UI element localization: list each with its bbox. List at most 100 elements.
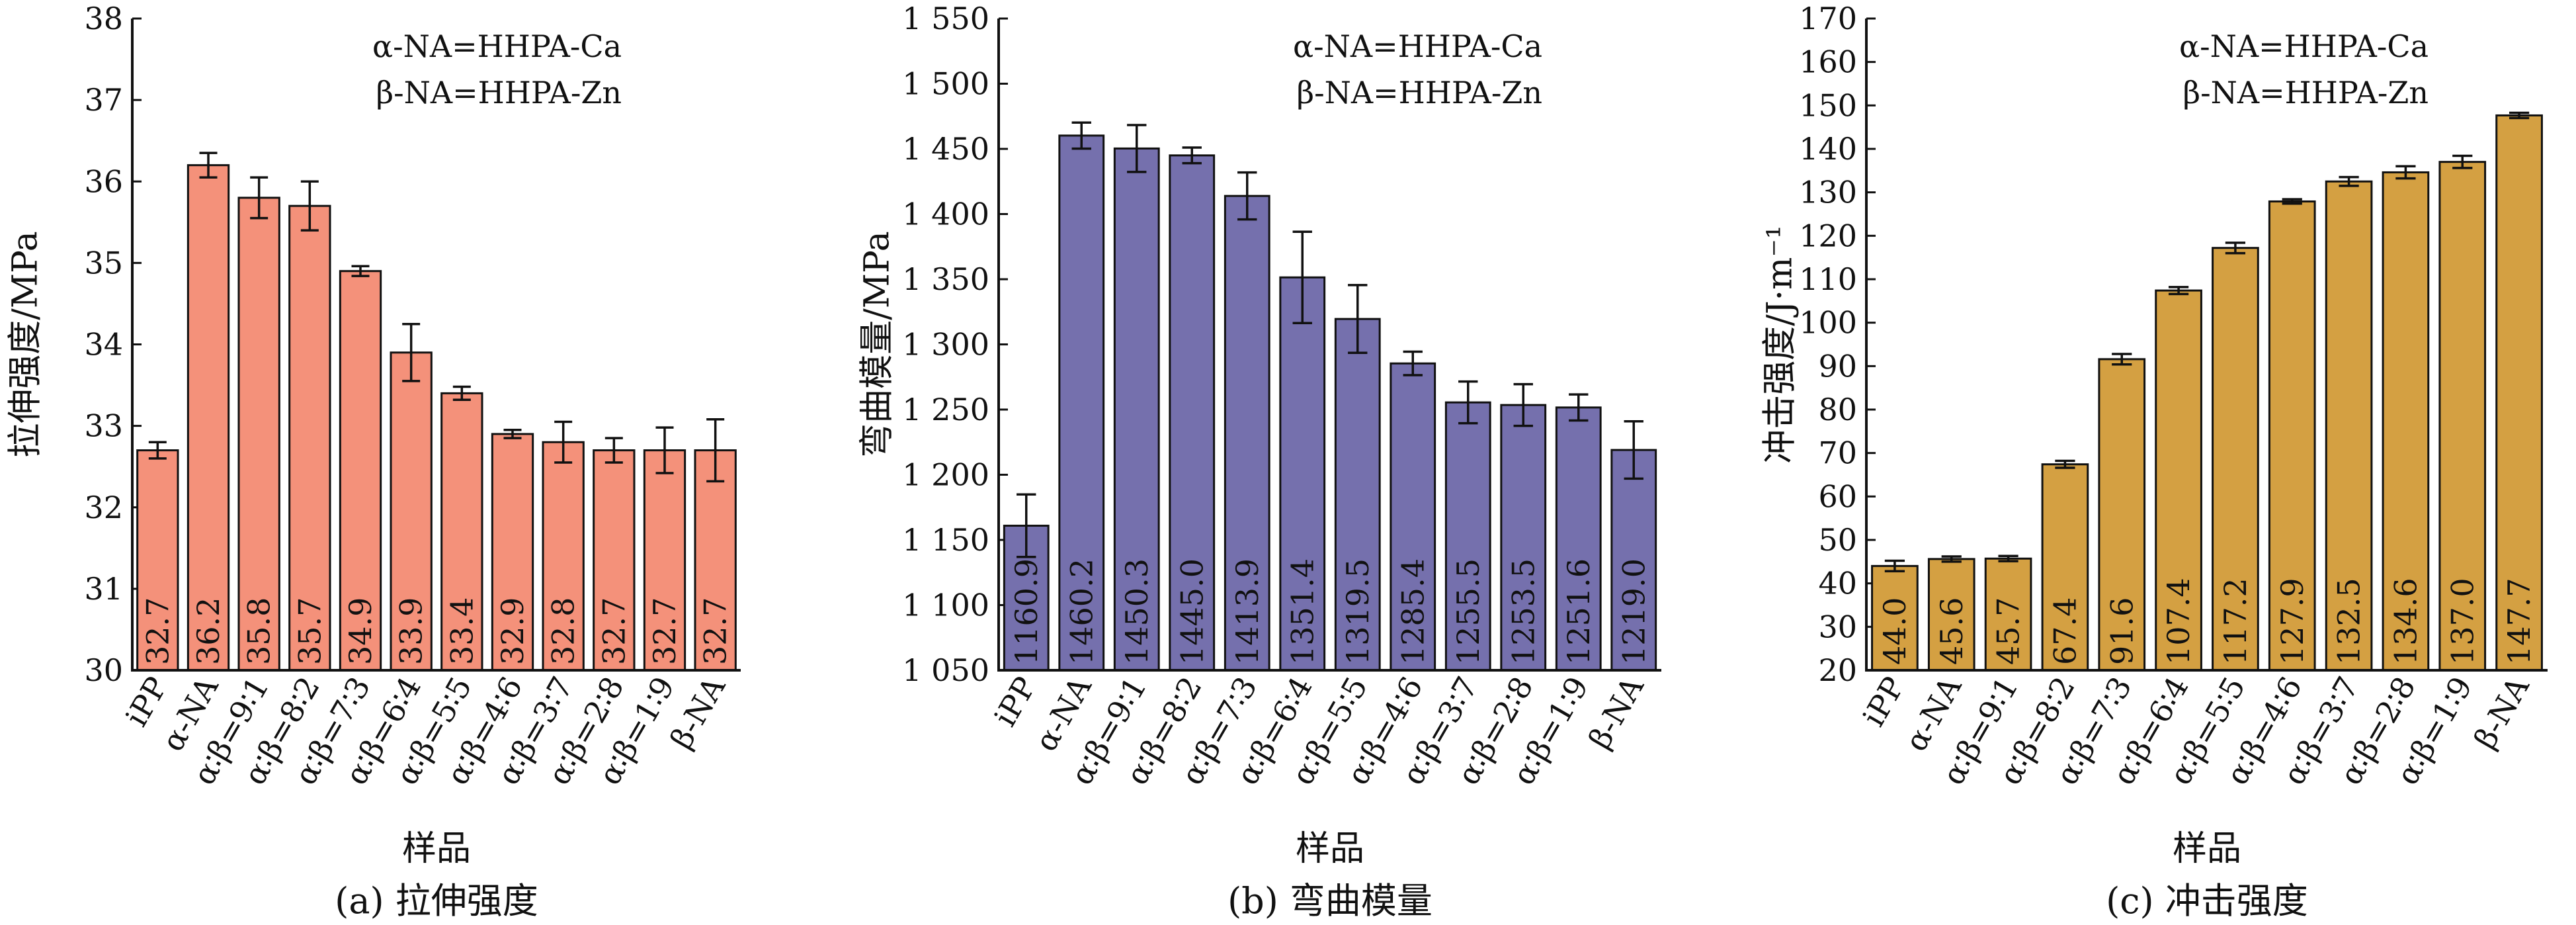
bar-8 <box>491 433 534 672</box>
error-bar-7 <box>452 385 471 401</box>
y-tick-label: 1 550 <box>902 1 989 36</box>
panel-caption: (a) 拉伸强度 <box>335 880 538 922</box>
y-tick-label: 36 <box>84 163 123 199</box>
x-axis-title: 样品 <box>2173 829 2241 869</box>
bar-value-label-12: 147.7 <box>2501 578 2537 665</box>
bar-8 <box>1390 362 1436 672</box>
chart-3: 20 30 40 50 60 70 80 90 100 110 120 130 140 150 160 170… <box>1761 1 2548 922</box>
error-bar-2 <box>1941 555 1962 563</box>
error-bar-10 <box>604 437 623 464</box>
error-bar-5 <box>1237 171 1257 221</box>
y-tick-label: 140 <box>1799 131 1857 167</box>
bar-value-label-4: 35.7 <box>292 597 327 665</box>
y-tick-label: 120 <box>1799 218 1857 253</box>
error-bar-3 <box>250 176 269 220</box>
y-tick-label: 1 200 <box>902 457 989 493</box>
error-bar-1 <box>148 441 167 460</box>
annotation-1: α-NA=HHPA-Ca <box>2179 28 2429 64</box>
error-bar-6 <box>2168 286 2189 296</box>
y-tick-label: 1 250 <box>902 392 989 427</box>
error-bar-11 <box>1569 393 1589 422</box>
y-tick-label: 20 <box>1818 652 1857 688</box>
y-tick-label: 1 500 <box>902 66 989 102</box>
bar-3 <box>237 197 280 672</box>
bar-value-label-10: 1253.5 <box>1505 558 1541 665</box>
annotation-2: β-NA=HHPA-Zn <box>1297 75 1542 110</box>
bar-value-label-3: 1450.3 <box>1119 558 1155 665</box>
bar-3 <box>1984 557 2032 672</box>
error-bar-7 <box>2225 242 2246 255</box>
y-tick-label: 40 <box>1818 566 1857 601</box>
error-bar-5 <box>351 265 370 277</box>
bar-value-label-11: 137.0 <box>2444 578 2480 665</box>
bar-value-label-4: 67.4 <box>2047 597 2083 665</box>
bar-10 <box>1500 404 1547 672</box>
bar-value-label-8: 127.9 <box>2274 578 2310 665</box>
bar-value-label-10: 134.6 <box>2388 578 2423 665</box>
annotation-1: α-NA=HHPA-Ca <box>372 28 622 64</box>
bar-value-label-2: 45.6 <box>1934 597 1970 665</box>
bar-7 <box>1334 318 1381 672</box>
x-tick-label-1: iPP <box>1855 671 1911 732</box>
bar-4 <box>1169 154 1216 672</box>
chart-1: 30313233343536373832.7iPP36.2α-NA35.8α∶β… <box>6 1 741 922</box>
x-tick-label-12: β-NA <box>1581 670 1651 755</box>
annotation-2: β-NA=HHPA-Zn <box>376 75 622 110</box>
error-bar-10 <box>2395 165 2416 180</box>
error-bar-4 <box>2055 459 2075 469</box>
bar-7 <box>440 392 483 672</box>
error-bar-2 <box>199 152 218 179</box>
error-bar-12 <box>2509 111 2530 120</box>
bar-9 <box>542 441 585 672</box>
bar-value-label-1: 44.0 <box>1877 597 1913 665</box>
bar-value-label-12: 32.7 <box>698 597 733 665</box>
bar-value-label-5: 1413.9 <box>1229 558 1265 665</box>
bar-value-label-9: 32.8 <box>546 597 581 665</box>
y-tick-label: 33 <box>84 408 123 444</box>
y-tick-label: 130 <box>1799 175 1857 210</box>
y-tick-label: 32 <box>84 490 123 525</box>
bar-value-label-2: 1460.2 <box>1063 558 1099 665</box>
error-bar-9 <box>1458 380 1478 425</box>
axes <box>1865 19 2548 672</box>
bar-value-label-3: 45.7 <box>1991 597 2026 665</box>
y-tick-label: 38 <box>84 1 123 36</box>
x-tick-label-1: iPP <box>987 671 1043 732</box>
error-bar-6 <box>1292 230 1312 324</box>
error-bar-12 <box>706 418 725 483</box>
bar-value-label-11: 1251.6 <box>1561 558 1597 665</box>
y-tick-label: 100 <box>1799 305 1857 341</box>
bar-2 <box>187 164 230 672</box>
panel-caption: (b) 弯曲模量 <box>1227 880 1433 922</box>
y-tick-label: 80 <box>1818 392 1857 427</box>
y-tick-label: 110 <box>1799 261 1857 297</box>
error-bar-11 <box>2452 154 2473 169</box>
error-bar-5 <box>2112 353 2132 366</box>
y-tick-label: 34 <box>84 327 123 363</box>
y-axis-title: 弯曲模量/MPa <box>858 231 897 457</box>
y-tick-label: 1 150 <box>902 522 989 558</box>
y-tick-label: 150 <box>1799 87 1857 123</box>
bar-value-label-5: 34.9 <box>343 597 378 665</box>
y-tick-label: 70 <box>1818 435 1857 471</box>
y-tick-label: 37 <box>84 82 123 118</box>
y-tick-label: 1 100 <box>902 588 989 623</box>
bar-12 <box>2495 114 2543 672</box>
annotation-1: α-NA=HHPA-Ca <box>1293 28 1542 64</box>
error-bar-9 <box>554 420 573 464</box>
bar-4 <box>288 204 331 672</box>
y-tick-label: 1 050 <box>902 652 989 688</box>
axes <box>131 19 741 672</box>
y-axis-title: 拉伸强度/MPa <box>6 231 46 457</box>
bar-value-label-8: 32.9 <box>495 597 530 665</box>
bar-value-label-9: 1255.5 <box>1450 558 1486 665</box>
x-axis-title: 样品 <box>1296 829 1364 869</box>
bar-value-label-7: 33.4 <box>444 597 479 665</box>
bar-5 <box>2098 358 2146 672</box>
x-tick-label-12: β-NA <box>663 670 733 755</box>
x-tick-label-12: β-NA <box>2467 670 2536 755</box>
bar-value-label-5: 91.6 <box>2104 597 2140 665</box>
y-tick-label: 50 <box>1818 522 1857 558</box>
error-bar-8 <box>1403 350 1423 376</box>
